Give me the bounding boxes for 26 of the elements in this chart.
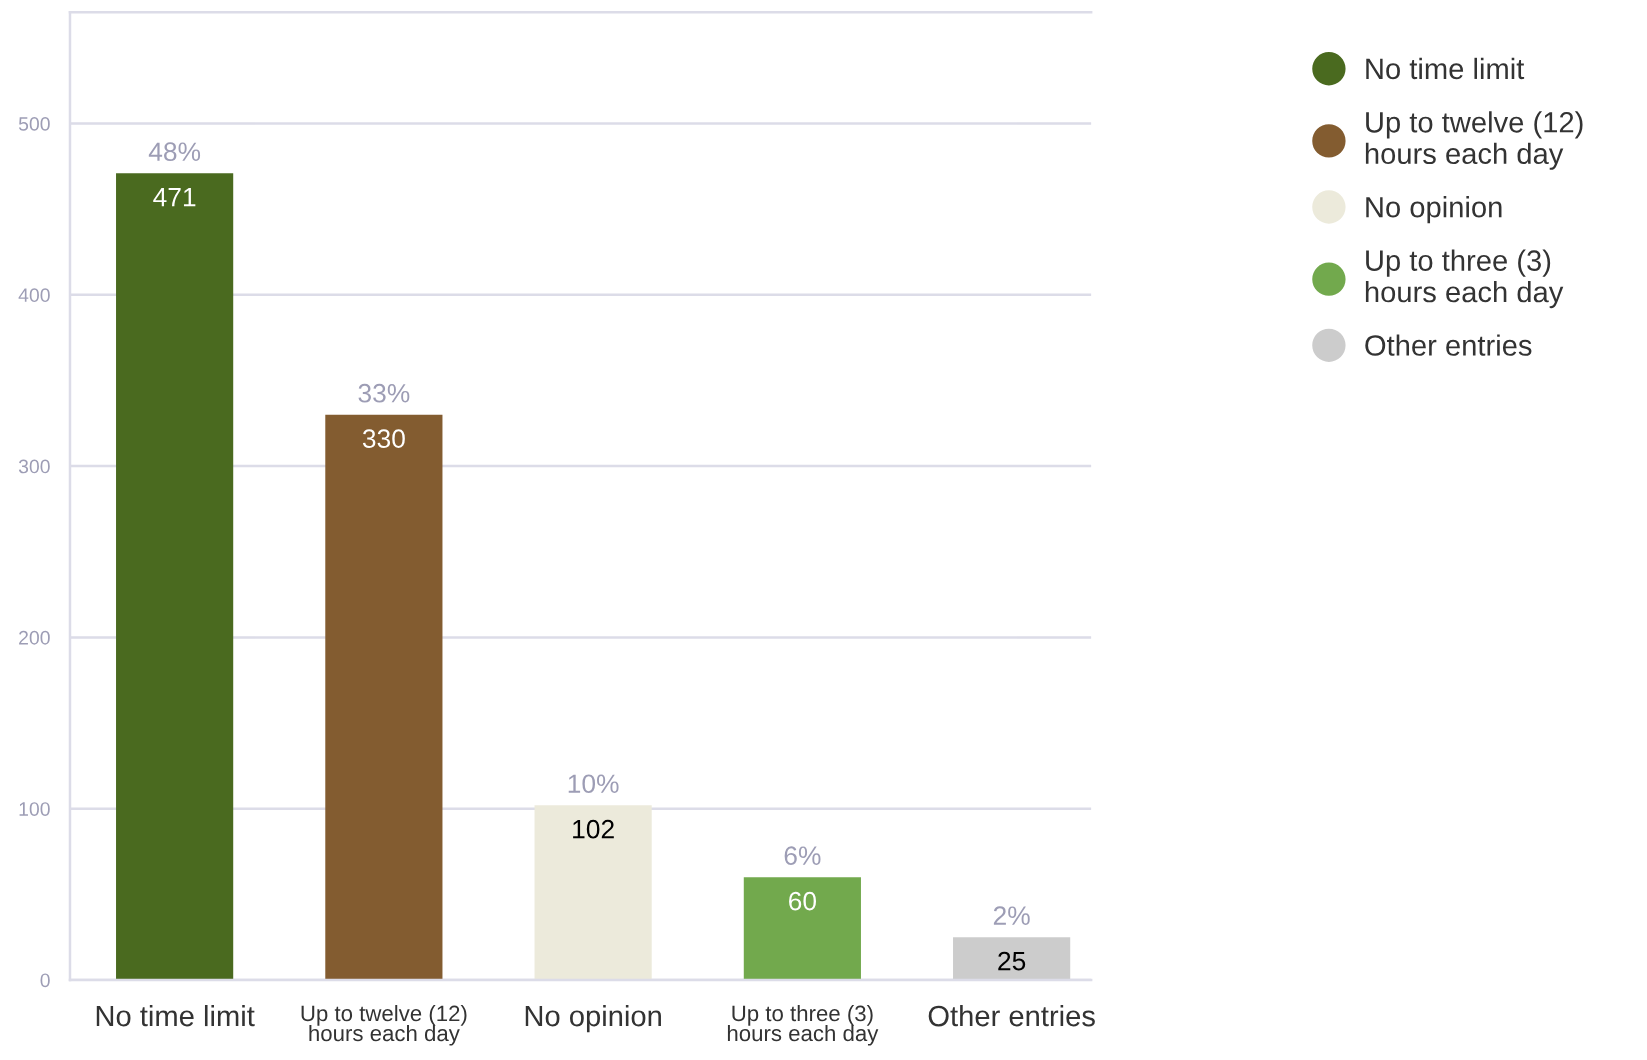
legend-label: Up to twelve (12) hours each day: [1365, 111, 1583, 170]
data-label: 60: [789, 891, 817, 911]
legend-label: Other entries: [1365, 334, 1532, 356]
x-tick-label: Other entries: [928, 1004, 1095, 1027]
annotation: 33%: [358, 383, 410, 403]
annotation: 10%: [568, 774, 619, 794]
x-tick-label: Up to three (3) hours each day: [727, 1004, 879, 1046]
x-tick-label: Up to twelve (12) hours each day: [301, 1004, 467, 1046]
y-tick-label: 200: [19, 630, 50, 645]
y-tick-label: 400: [18, 288, 50, 303]
data-label: 25: [998, 951, 1026, 971]
annotation: 6%: [784, 846, 821, 866]
legend-label: Up to three (3) hours each day: [1365, 249, 1564, 309]
data-label: 102: [573, 819, 614, 839]
y-tick-label: 500: [18, 117, 50, 131]
y-tick-label: 0: [40, 973, 50, 988]
data-label: 471: [153, 188, 196, 207]
x-tick-label: No time limit: [96, 1004, 255, 1027]
data-label: 330: [362, 429, 405, 448]
y-tick-label: 100: [19, 802, 50, 816]
legend-label: No time limit: [1366, 57, 1525, 80]
y-tick-label: 300: [18, 459, 50, 474]
x-tick-label: No opinion: [525, 1004, 661, 1033]
legend-label: No opinion: [1366, 196, 1502, 224]
annotation: 48%: [148, 142, 201, 162]
annotation: 2%: [993, 906, 1030, 925]
